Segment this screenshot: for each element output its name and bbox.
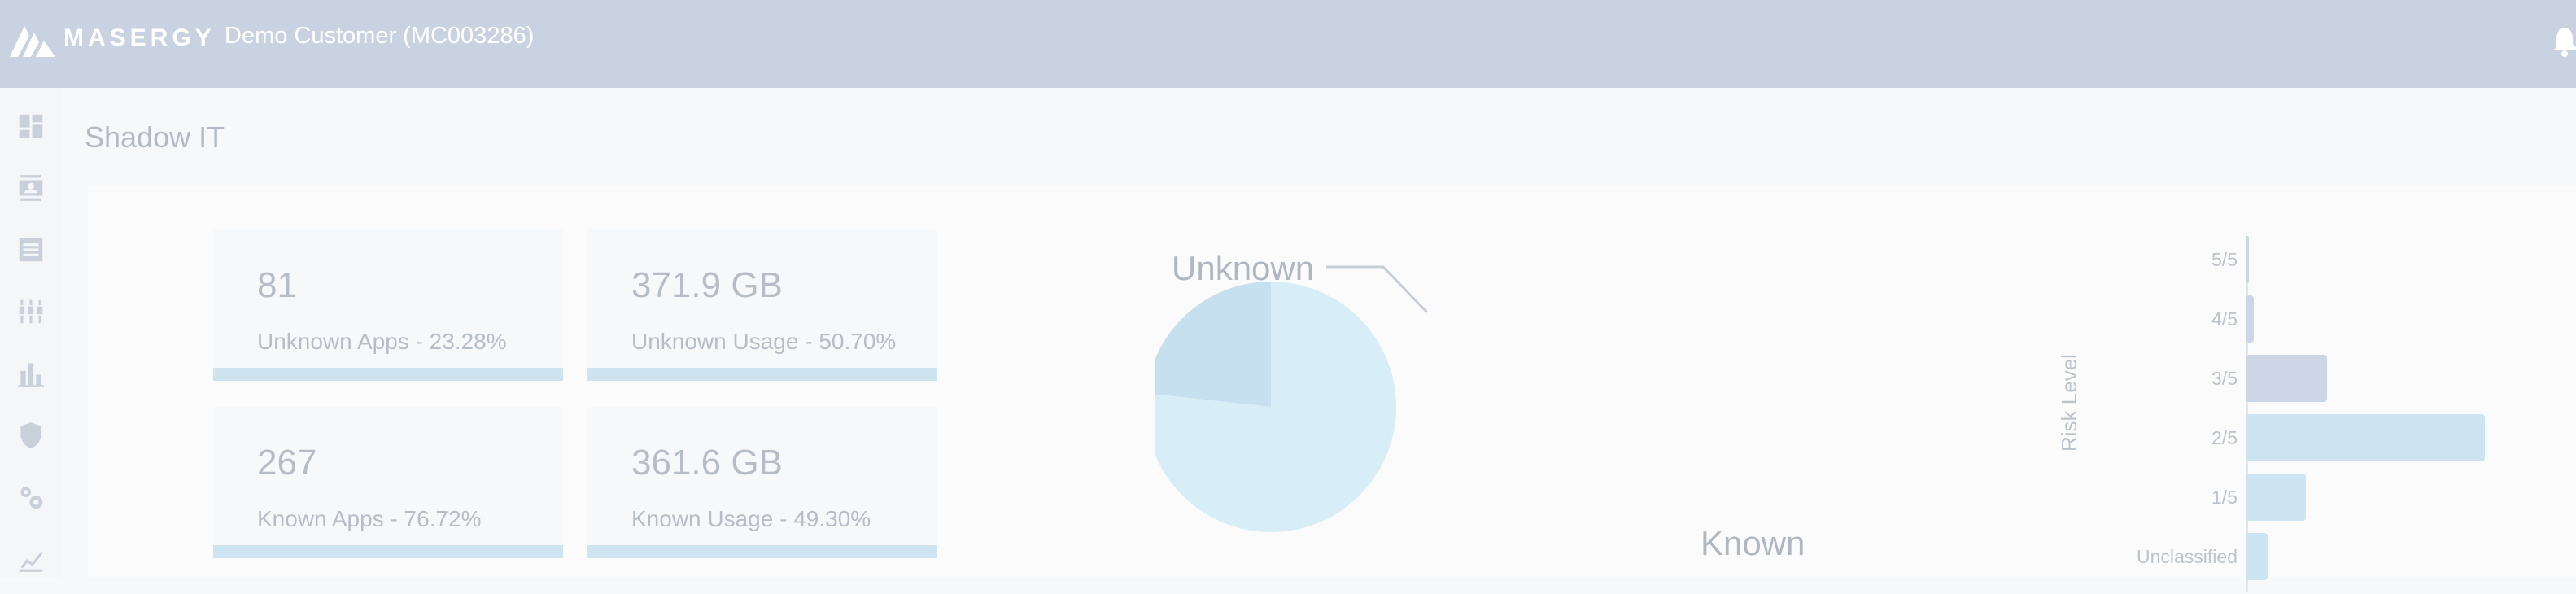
settings-icon[interactable] [14,480,48,514]
card-value: 371.9 GB [631,265,783,305]
risk-category-label: 1/5 [2211,487,2238,508]
pie-label-unknown: Unknown [1172,249,1315,287]
card-label: Known Apps - 76.72% [257,506,482,531]
trend-icon[interactable] [14,542,48,576]
apps-pie-chart [1155,265,1429,532]
risk-axis-title: Risk Level [2057,354,2081,452]
risk-bar[interactable] [2246,474,2306,521]
card-label: Unknown Usage - 50.70% [631,329,897,354]
pie-slice-unknown[interactable] [1155,282,1271,407]
bar-chart-icon[interactable] [14,356,48,391]
risk-bar[interactable] [2246,295,2254,343]
card-label: Known Usage - 49.30% [631,506,871,531]
customer-name[interactable]: Demo Customer (MC003286) [225,23,535,49]
unknown-apps-card[interactable]: 81 Unknown Apps - 23.28% [213,229,563,381]
risk-bar[interactable] [2246,533,2268,580]
risk-category-label: 5/5 [2211,249,2238,270]
card-label: Unknown Apps - 23.28% [257,329,507,354]
pie-label-known: Known [1701,524,1805,562]
card-accent-bar [587,545,937,558]
bell-icon[interactable] [2553,23,2576,59]
card-accent-bar [213,545,563,558]
risk-category-label: 3/5 [2211,368,2238,389]
card-accent-bar [213,368,563,381]
card-value: 267 [257,443,317,483]
known-apps-card[interactable]: 267 Known Apps - 76.72% [213,407,563,558]
masergy-logo-icon[interactable] [8,23,57,59]
list-icon[interactable] [14,233,48,267]
pie-slice-known[interactable] [1155,282,1396,532]
risk-category-label: Unclassified [2137,546,2238,567]
risk-bar[interactable] [2246,355,2328,402]
network-icon[interactable] [14,295,48,329]
top-bar: MASERGY Demo Customer (MC003286) [0,0,2576,88]
card-value: 361.6 GB [631,443,783,483]
shield-icon[interactable] [14,418,48,452]
unknown-usage-card[interactable]: 371.9 GB Unknown Usage - 50.70% [587,229,937,381]
sidebar [0,88,62,578]
contacts-icon[interactable] [14,171,48,205]
known-usage-card[interactable]: 361.6 GB Known Usage - 49.30% [587,407,937,558]
risk-category-label: 2/5 [2211,427,2238,448]
risk-bar[interactable] [2246,414,2485,461]
dashboard-icon[interactable] [14,109,48,143]
card-value: 81 [257,265,297,305]
risk-category-label: 4/5 [2211,308,2238,330]
leader-line-unknown [1326,265,1429,314]
risk-bar[interactable] [2246,236,2249,283]
page-title: Shadow IT [85,120,225,154]
brand-name: MASERGY [63,24,216,51]
card-accent-bar [587,368,937,381]
